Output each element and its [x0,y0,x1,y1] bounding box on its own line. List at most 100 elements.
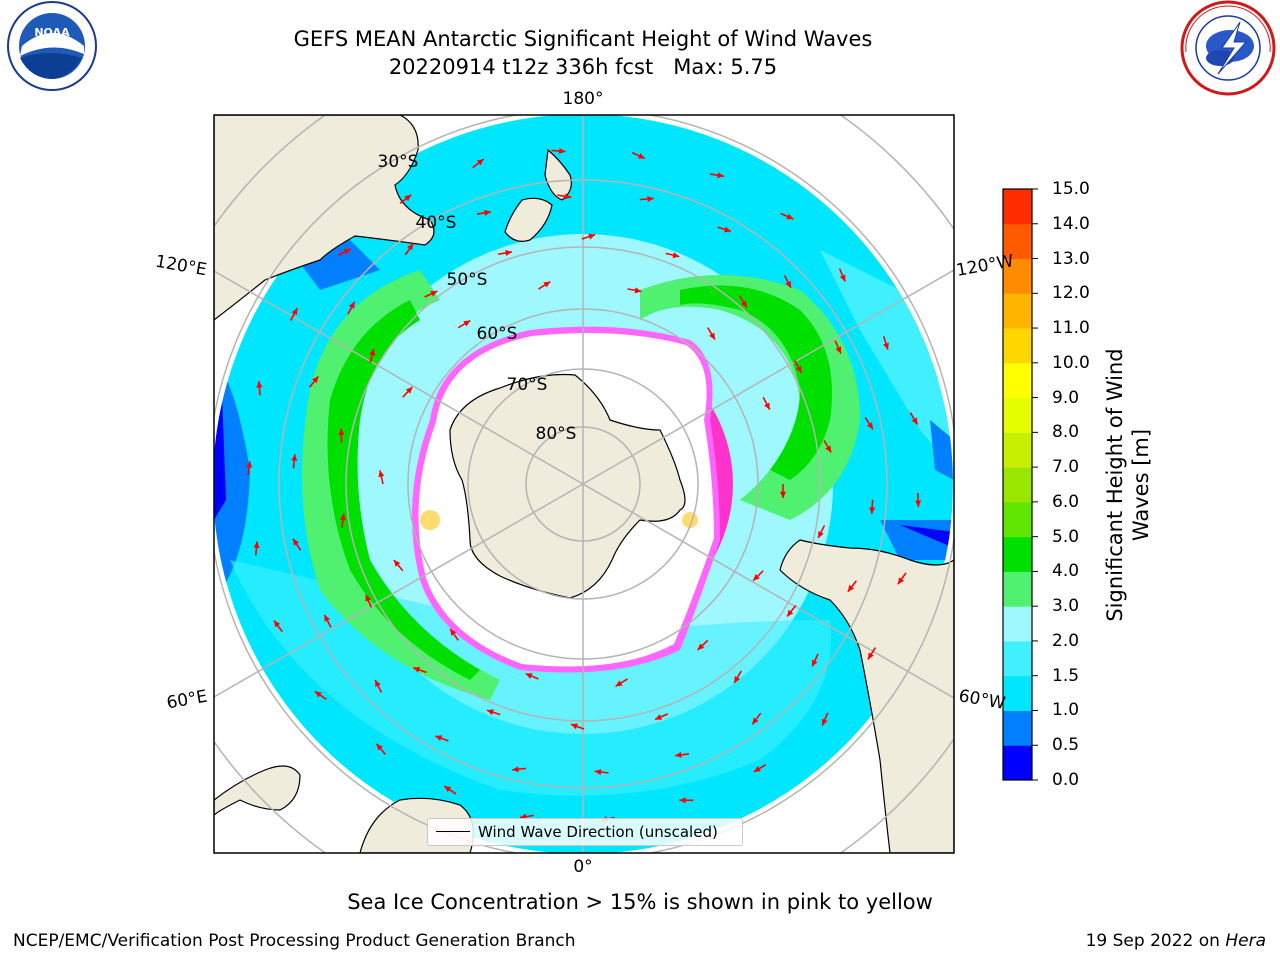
wave-direction-arrow [374,679,383,693]
colorbar-segment [1003,432,1032,468]
wave-direction-arrow [793,360,803,374]
lat-label-70s: 70°S [506,375,548,395]
wave-direction-arrow [289,307,299,321]
wave-direction-arrow [834,340,842,354]
wave-direction-arrow [323,614,332,628]
colorbar-tick-label: 14.0 [1052,213,1090,234]
wave-direction-arrow [551,147,566,155]
wave-direction-arrow [786,605,797,618]
colorbar-tick-label: 6.0 [1052,491,1080,512]
wave-direction-arrow [707,327,716,341]
wave-direction-arrow [369,348,376,363]
colorbar-tick-label: 0.5 [1052,735,1080,756]
wave-direction-arrow [476,209,492,216]
wave-direction-arrow [273,620,283,633]
wind-wave-arrows [246,147,922,823]
wave-direction-arrow [375,743,387,756]
lat-label-60s: 60°S [476,324,518,344]
colorbar-tick-label: 12.0 [1052,283,1090,304]
colorbar-tick-label: 7.0 [1052,457,1080,478]
chart-title: GEFS MEAN Antarctic Significant Height o… [293,27,873,51]
lon-label-180: 180° [562,89,604,109]
wave-direction-arrow [780,212,794,220]
wave-direction-arrow [486,709,501,716]
colorbar-tick-label: 1.5 [1052,665,1080,686]
wave-direction-arrow [915,492,922,507]
map-frame [213,114,955,854]
wave-direction-arrow [399,194,412,204]
colorbar [1003,188,1038,781]
wave-direction-arrow [256,381,263,396]
sea-ice-note: Sea Ice Concentration > 15% is shown in … [347,890,933,914]
wave-direction-arrow [449,628,459,641]
host-name: Hera [1225,931,1266,951]
lat-label-40s: 40°S [415,213,457,233]
colorbar-segment [1003,571,1032,607]
colorbar-segment [1003,223,1032,260]
colorbar-segment [1003,501,1032,538]
wave-direction-arrow [393,559,404,572]
lat-label-30s: 30°S [377,152,419,172]
legend-label: Wind Wave Direction (unscaled) [478,823,718,841]
wave-direction-arrow [752,570,764,582]
wave-direction-arrow [817,525,826,539]
polar-map [214,115,954,853]
wave-direction-arrow [779,484,787,498]
wave-direction-arrow [498,249,513,256]
wave-direction-arrow [570,723,585,730]
wave-direction-arrow [404,242,414,256]
wave-direction-arrow [443,785,457,795]
credit-line: NCEP/EMC/Verification Post Processing Pr… [13,931,576,951]
wave-direction-arrow [867,647,877,660]
wave-direction-arrow [365,594,373,608]
wave-direction-arrow [292,538,302,551]
colorbar-tick-label: 8.0 [1052,422,1080,443]
colorbar-tick-label: 10.0 [1052,352,1090,373]
colorbar-segment [1003,675,1032,711]
wave-direction-arrow [697,639,709,651]
colorbar-tick-label: 1.0 [1052,700,1080,721]
wave-direction-arrow [631,151,646,160]
colorbar-segment [1003,293,1032,329]
wave-direction-arrow [402,386,413,398]
colorbar-segment [1003,640,1032,677]
wave-direction-arrow [738,295,748,309]
colorbar-tick-label: 5.0 [1052,526,1080,547]
chart-subtitle: 20220914 t12z 336h fcst Max: 5.75 [388,55,778,79]
colorbar-tick-label: 2.0 [1052,630,1080,651]
lat-label-50s: 50°S [446,270,488,290]
colorbar-segment [1003,710,1032,746]
legend-line-swatch [436,831,470,832]
wave-direction-arrow [253,541,260,556]
wave-direction-arrow [412,666,427,674]
wave-direction-arrow [783,275,792,289]
wave-direction-arrow [424,290,438,298]
date-text: 19 Sep 2022 on [1085,931,1226,951]
wave-direction-arrow [847,580,858,593]
wave-direction-arrow [897,572,907,585]
date-stamp: 19 Sep 2022 on Hera [1086,931,1266,951]
wave-direction-arrow [525,672,539,680]
wave-direction-arrow [457,319,471,329]
colorbar-frame [1002,188,1033,781]
wave-direction-arrow [434,735,449,742]
wave-direction-arrow [665,252,680,259]
wave-direction-arrow [627,287,642,294]
wave-direction-arrow [538,280,551,290]
lon-label-0: 0° [573,857,593,877]
colorbar-segment [1003,258,1032,294]
wave-direction-arrow [246,461,253,476]
wave-direction-arrow [338,428,345,443]
colorbar-segment [1003,189,1032,225]
wave-direction-arrow [753,763,767,773]
colorbar-tick-label: 11.0 [1052,318,1090,339]
lat-label-80s: 80°S [535,424,577,444]
land-masses [214,115,954,853]
wave-direction-arrow [882,336,889,350]
noaa-logo: NOAA [7,1,97,91]
wave-direction-arrow [378,470,385,485]
wave-direction-arrow [581,233,596,240]
wave-direction-arrow [838,268,846,282]
colorbar-tick-label: 3.0 [1052,596,1080,617]
